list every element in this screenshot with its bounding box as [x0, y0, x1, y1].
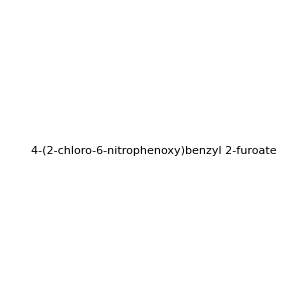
- Text: 4-(2-chloro-6-nitrophenoxy)benzyl 2-furoate: 4-(2-chloro-6-nitrophenoxy)benzyl 2-furo…: [31, 146, 277, 157]
